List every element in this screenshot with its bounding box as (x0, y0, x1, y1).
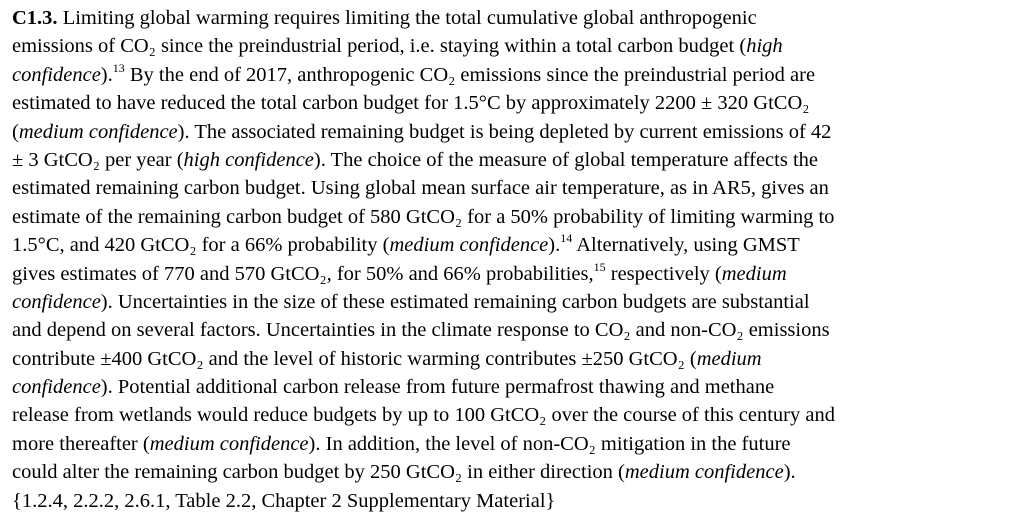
text-run: Limiting global warming requires limitin… (57, 7, 757, 29)
text-line: confidence). Uncertainties in the size o… (12, 288, 1016, 316)
italic-text: confidence (12, 63, 101, 86)
italic-text: medium confidence (389, 234, 549, 257)
text-run: ). (548, 234, 561, 257)
text-run: estimate of the remaining carbon budget … (12, 205, 835, 228)
text-line: estimated to have reduced the total carb… (12, 89, 1016, 117)
footnote-ref: 13 (112, 60, 125, 75)
text-line: emissions of CO₂ since the preindustrial… (12, 32, 1016, 60)
text-line: estimate of the remaining carbon budget … (12, 203, 1016, 231)
text-run: more thereafter ( (12, 432, 150, 455)
text-run: ). Uncertainties in the size of these es… (100, 290, 810, 313)
text-run: gives estimates of 770 and 570 GtCO₂, fo… (12, 262, 594, 285)
text-run: estimated to have reduced the total carb… (12, 92, 810, 115)
section-label: C1.3. (12, 7, 58, 29)
text-run: respectively ( (605, 262, 722, 285)
text-line: estimated remaining carbon budget. Using… (12, 174, 1016, 202)
text-run: contribute ±400 GtCO₂ and the level of h… (12, 347, 697, 370)
text-line: 1.5°C, and 420 GtCO₂ for a 66% probabili… (12, 231, 1016, 259)
italic-text: medium confidence (624, 461, 784, 484)
text-run: could alter the remaining carbon budget … (12, 461, 625, 484)
paragraph-c1-3: C1.3. Limiting global warming requires l… (12, 4, 1016, 515)
text-run: 1.5°C, and 420 GtCO₂ for a 66% probabili… (12, 234, 390, 257)
text-run: ). The associated remaining budget is be… (177, 120, 832, 143)
text-line: (medium confidence). The associated rema… (12, 118, 1016, 146)
italic-text: confidence (12, 290, 101, 313)
text-run: ). Potential additional carbon release f… (100, 376, 775, 399)
text-line: ± 3 GtCO₂ per year (high confidence). Th… (12, 146, 1016, 174)
italic-text: high (746, 35, 783, 58)
text-run: ( (12, 120, 19, 143)
italic-text: medium confidence (149, 432, 309, 455)
italic-text: medium (721, 262, 787, 285)
text-line: confidence).13 By the end of 2017, anthr… (12, 61, 1016, 89)
text-line: contribute ±400 GtCO₂ and the level of h… (12, 345, 1016, 373)
italic-text: high confidence (183, 148, 314, 171)
text-line: C1.3. Limiting global warming requires l… (12, 4, 1016, 32)
text-run: and depend on several factors. Uncertain… (12, 319, 830, 342)
text-run: ). In addition, the level of non-CO₂ mit… (308, 432, 791, 455)
text-line: could alter the remaining carbon budget … (12, 458, 1016, 486)
text-line: and depend on several factors. Uncertain… (12, 316, 1016, 344)
text-run: ). (783, 461, 796, 484)
text-line: release from wetlands would reduce budge… (12, 401, 1016, 429)
text-run: emissions of CO₂ since the preindustrial… (12, 35, 747, 58)
text-line: confidence). Potential additional carbon… (12, 373, 1016, 401)
italic-text: medium (696, 347, 762, 370)
text-run: estimated remaining carbon budget. Using… (12, 177, 829, 200)
text-run: release from wetlands would reduce budge… (12, 404, 835, 427)
footnote-ref: 14 (560, 231, 573, 246)
text-run: By the end of 2017, anthropogenic CO₂ em… (124, 63, 816, 86)
italic-text: medium confidence (18, 120, 178, 143)
footnote-ref: 15 (593, 259, 606, 274)
text-run: {1.2.4, 2.2.2, 2.6.1, Table 2.2, Chapter… (12, 489, 556, 512)
italic-text: confidence (12, 376, 101, 399)
text-run: Alternatively, using GMST (572, 234, 800, 257)
text-line: {1.2.4, 2.2.2, 2.6.1, Table 2.2, Chapter… (12, 487, 1016, 515)
text-line: more thereafter (medium confidence). In … (12, 430, 1016, 458)
text-line: gives estimates of 770 and 570 GtCO₂, fo… (12, 260, 1016, 288)
text-run: ). The choice of the measure of global t… (313, 148, 819, 171)
text-run: ). (100, 63, 113, 86)
text-run: ± 3 GtCO₂ per year ( (12, 148, 184, 171)
